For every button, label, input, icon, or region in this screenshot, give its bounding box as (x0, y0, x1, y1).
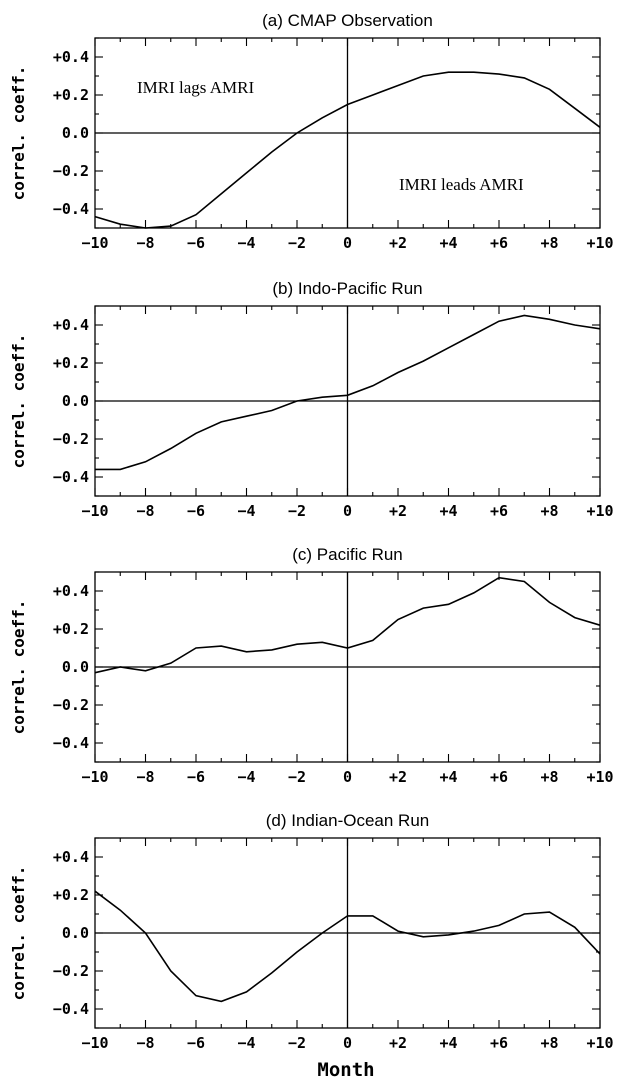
panel-title: (d) Indian-Ocean Run (266, 811, 429, 830)
x-tick-label: +10 (586, 502, 613, 520)
x-tick-label: 0 (343, 234, 352, 252)
x-tick-label: −10 (81, 502, 108, 520)
y-tick-label: 0.0 (62, 392, 89, 410)
x-tick-label: +8 (540, 234, 558, 252)
x-tick-label: +8 (540, 768, 558, 786)
series-line (95, 314, 601, 471)
y-axis-label: correl. coeff. (9, 866, 28, 1001)
y-tick-label: +0.4 (53, 848, 89, 866)
x-tick-label: +10 (586, 768, 613, 786)
x-tick-label: −6 (187, 1034, 205, 1052)
x-tick-label: −6 (187, 768, 205, 786)
x-tick-label: +8 (540, 1034, 558, 1052)
panel-1: (a) CMAP Observation −10 −8 −6 −4 −2 0 +2 +4 +6 +8… (9, 11, 614, 252)
x-tick-label: −4 (237, 234, 255, 252)
y-tick-label: 0.0 (62, 124, 89, 142)
x-tick-label: +10 (586, 1034, 613, 1052)
x-tick-label: +2 (389, 1034, 407, 1052)
x-tick-label: +2 (389, 234, 407, 252)
x-tick-label: −2 (288, 1034, 306, 1052)
y-tick-label: −0.4 (53, 1000, 89, 1018)
y-tick-label: +0.2 (53, 354, 89, 372)
x-tick-label: 0 (343, 1034, 352, 1052)
x-tick-label: −10 (81, 234, 108, 252)
annotation: IMRI leads AMRI (399, 175, 524, 194)
x-tick-label: −4 (237, 768, 255, 786)
x-tick-label: +6 (490, 502, 508, 520)
annotation: IMRI lags AMRI (137, 78, 254, 97)
y-tick-label: 0.0 (62, 658, 89, 676)
x-tick-label: −2 (288, 234, 306, 252)
y-tick-label: +0.2 (53, 886, 89, 904)
x-tick-label: +2 (389, 768, 407, 786)
x-tick-label: −8 (136, 1034, 154, 1052)
panel-4: (d) Indian-Ocean Run −10 −8 −6 −4 −2 0 +2 +4 +6 +8… (9, 811, 614, 1052)
y-tick-label: 0.0 (62, 924, 89, 942)
x-tick-label: +4 (439, 502, 457, 520)
panel-3: (c) Pacific Run −10 −8 −6 −4 −2 0 +2 +4 +6 +8 +10 +0… (9, 545, 614, 786)
series-line (94, 71, 601, 229)
x-tick-label: +10 (586, 234, 613, 252)
y-axis-label: correl. coeff. (9, 334, 28, 469)
x-tick-label: +4 (439, 768, 457, 786)
y-axis-label: correl. coeff. (9, 600, 28, 735)
y-tick-label: −0.2 (53, 162, 89, 180)
y-tick-label: −0.2 (53, 430, 89, 448)
x-tick-label: +8 (540, 502, 558, 520)
panel-2: (b) Indo-Pacific Run −10 −8 −6 −4 −2 0 +2 +4 +6 +8… (9, 279, 614, 520)
x-tick-label: −8 (136, 234, 154, 252)
x-tick-label: −10 (81, 1034, 108, 1052)
x-tick-label: 0 (343, 502, 352, 520)
x-tick-label: +2 (389, 502, 407, 520)
x-tick-label: +4 (439, 1034, 457, 1052)
y-tick-label: +0.4 (53, 316, 89, 334)
panel-title: (c) Pacific Run (292, 545, 403, 564)
x-tick-label: −8 (136, 768, 154, 786)
x-tick-label: 0 (343, 768, 352, 786)
x-tick-label: −2 (288, 768, 306, 786)
y-tick-label: +0.4 (53, 582, 89, 600)
x-tick-label: −6 (187, 502, 205, 520)
series-line (94, 890, 601, 1003)
x-tick-label: −4 (237, 502, 255, 520)
x-tick-label: −4 (237, 1034, 255, 1052)
y-tick-label: +0.2 (53, 86, 89, 104)
x-tick-label: −2 (288, 502, 306, 520)
x-tick-label: +4 (439, 234, 457, 252)
y-tick-label: −0.2 (53, 962, 89, 980)
x-tick-label: −6 (187, 234, 205, 252)
y-tick-label: −0.4 (53, 200, 89, 218)
y-tick-label: −0.4 (53, 734, 89, 752)
panel-title: (b) Indo-Pacific Run (272, 279, 422, 298)
y-tick-label: −0.4 (53, 468, 89, 486)
y-tick-label: −0.2 (53, 696, 89, 714)
x-tick-label: +6 (490, 768, 508, 786)
x-tick-label: −8 (136, 502, 154, 520)
series-line (94, 576, 601, 674)
x-tick-label: +6 (490, 1034, 508, 1052)
x-tick-label: −10 (81, 768, 108, 786)
x-axis-label: Month (317, 1059, 374, 1081)
x-tick-label: +6 (490, 234, 508, 252)
y-axis-label: correl. coeff. (9, 66, 28, 201)
y-tick-label: +0.2 (53, 620, 89, 638)
y-tick-label: +0.4 (53, 48, 89, 66)
panel-title: (a) CMAP Observation (262, 11, 433, 30)
